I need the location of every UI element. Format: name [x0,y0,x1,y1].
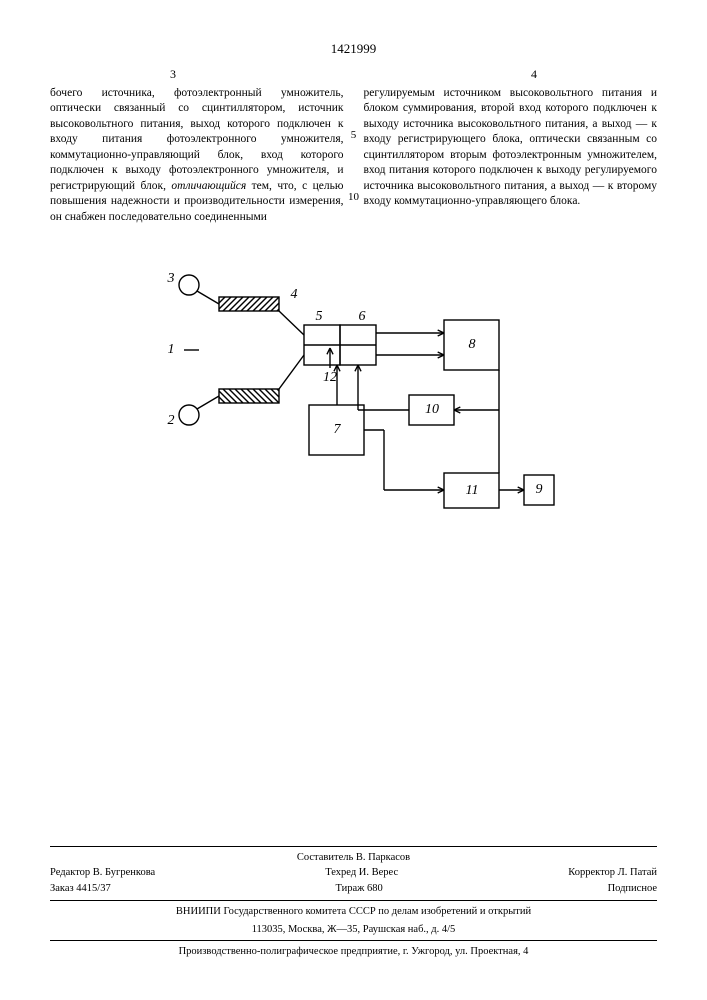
right-column: регулируемым источником высоковольтного … [364,86,658,226]
signed: Подписное [608,881,657,897]
footer: Составитель В. Паркасов Редактор В. Бугр… [50,843,657,961]
svg-text:4: 4 [290,288,297,303]
org2: Производственно-полиграфическое предприя… [50,944,657,960]
svg-text:5: 5 [315,310,322,325]
compiler: Составитель В. Паркасов [50,850,657,866]
line-mark-10: 10 [348,190,359,205]
column-headers: 3 4 [50,66,657,82]
org1: ВНИИПИ Государственного комитета СССР по… [50,904,657,920]
left-text-em: отличающийся [171,180,246,192]
line-mark-5: 5 [351,128,357,143]
svg-text:12: 12 [323,371,337,386]
svg-text:8: 8 [468,338,475,353]
svg-text:7: 7 [333,423,341,438]
col-no-right: 4 [531,66,537,82]
left-column: бочего источника, фотоэлектронный умножи… [50,86,344,226]
corrector: Корректор Л. Патай [568,865,657,881]
block-diagram: 3 2 1 4 5 6 12 8 10 7 11 9 [144,255,564,555]
tirazh: Тираж 680 [335,881,382,897]
svg-text:10: 10 [425,403,439,418]
svg-text:1: 1 [167,343,174,358]
svg-text:6: 6 [358,310,365,325]
patent-number: 1421999 [50,40,657,58]
editor: Редактор В. Бугренкова [50,865,155,881]
svg-text:3: 3 [166,272,174,287]
order: Заказ 4415/37 [50,881,111,897]
svg-text:9: 9 [535,483,542,498]
svg-text:11: 11 [465,484,478,499]
left-text-1: бочего источника, фотоэлектронный умножи… [50,87,344,192]
col-no-left: 3 [170,66,176,82]
techred: Техред И. Верес [325,865,398,881]
right-text: регулируемым источником высоковольтного … [364,87,658,208]
addr1: 113035, Москва, Ж—35, Раушская наб., д. … [50,922,657,938]
svg-text:2: 2 [167,414,174,429]
